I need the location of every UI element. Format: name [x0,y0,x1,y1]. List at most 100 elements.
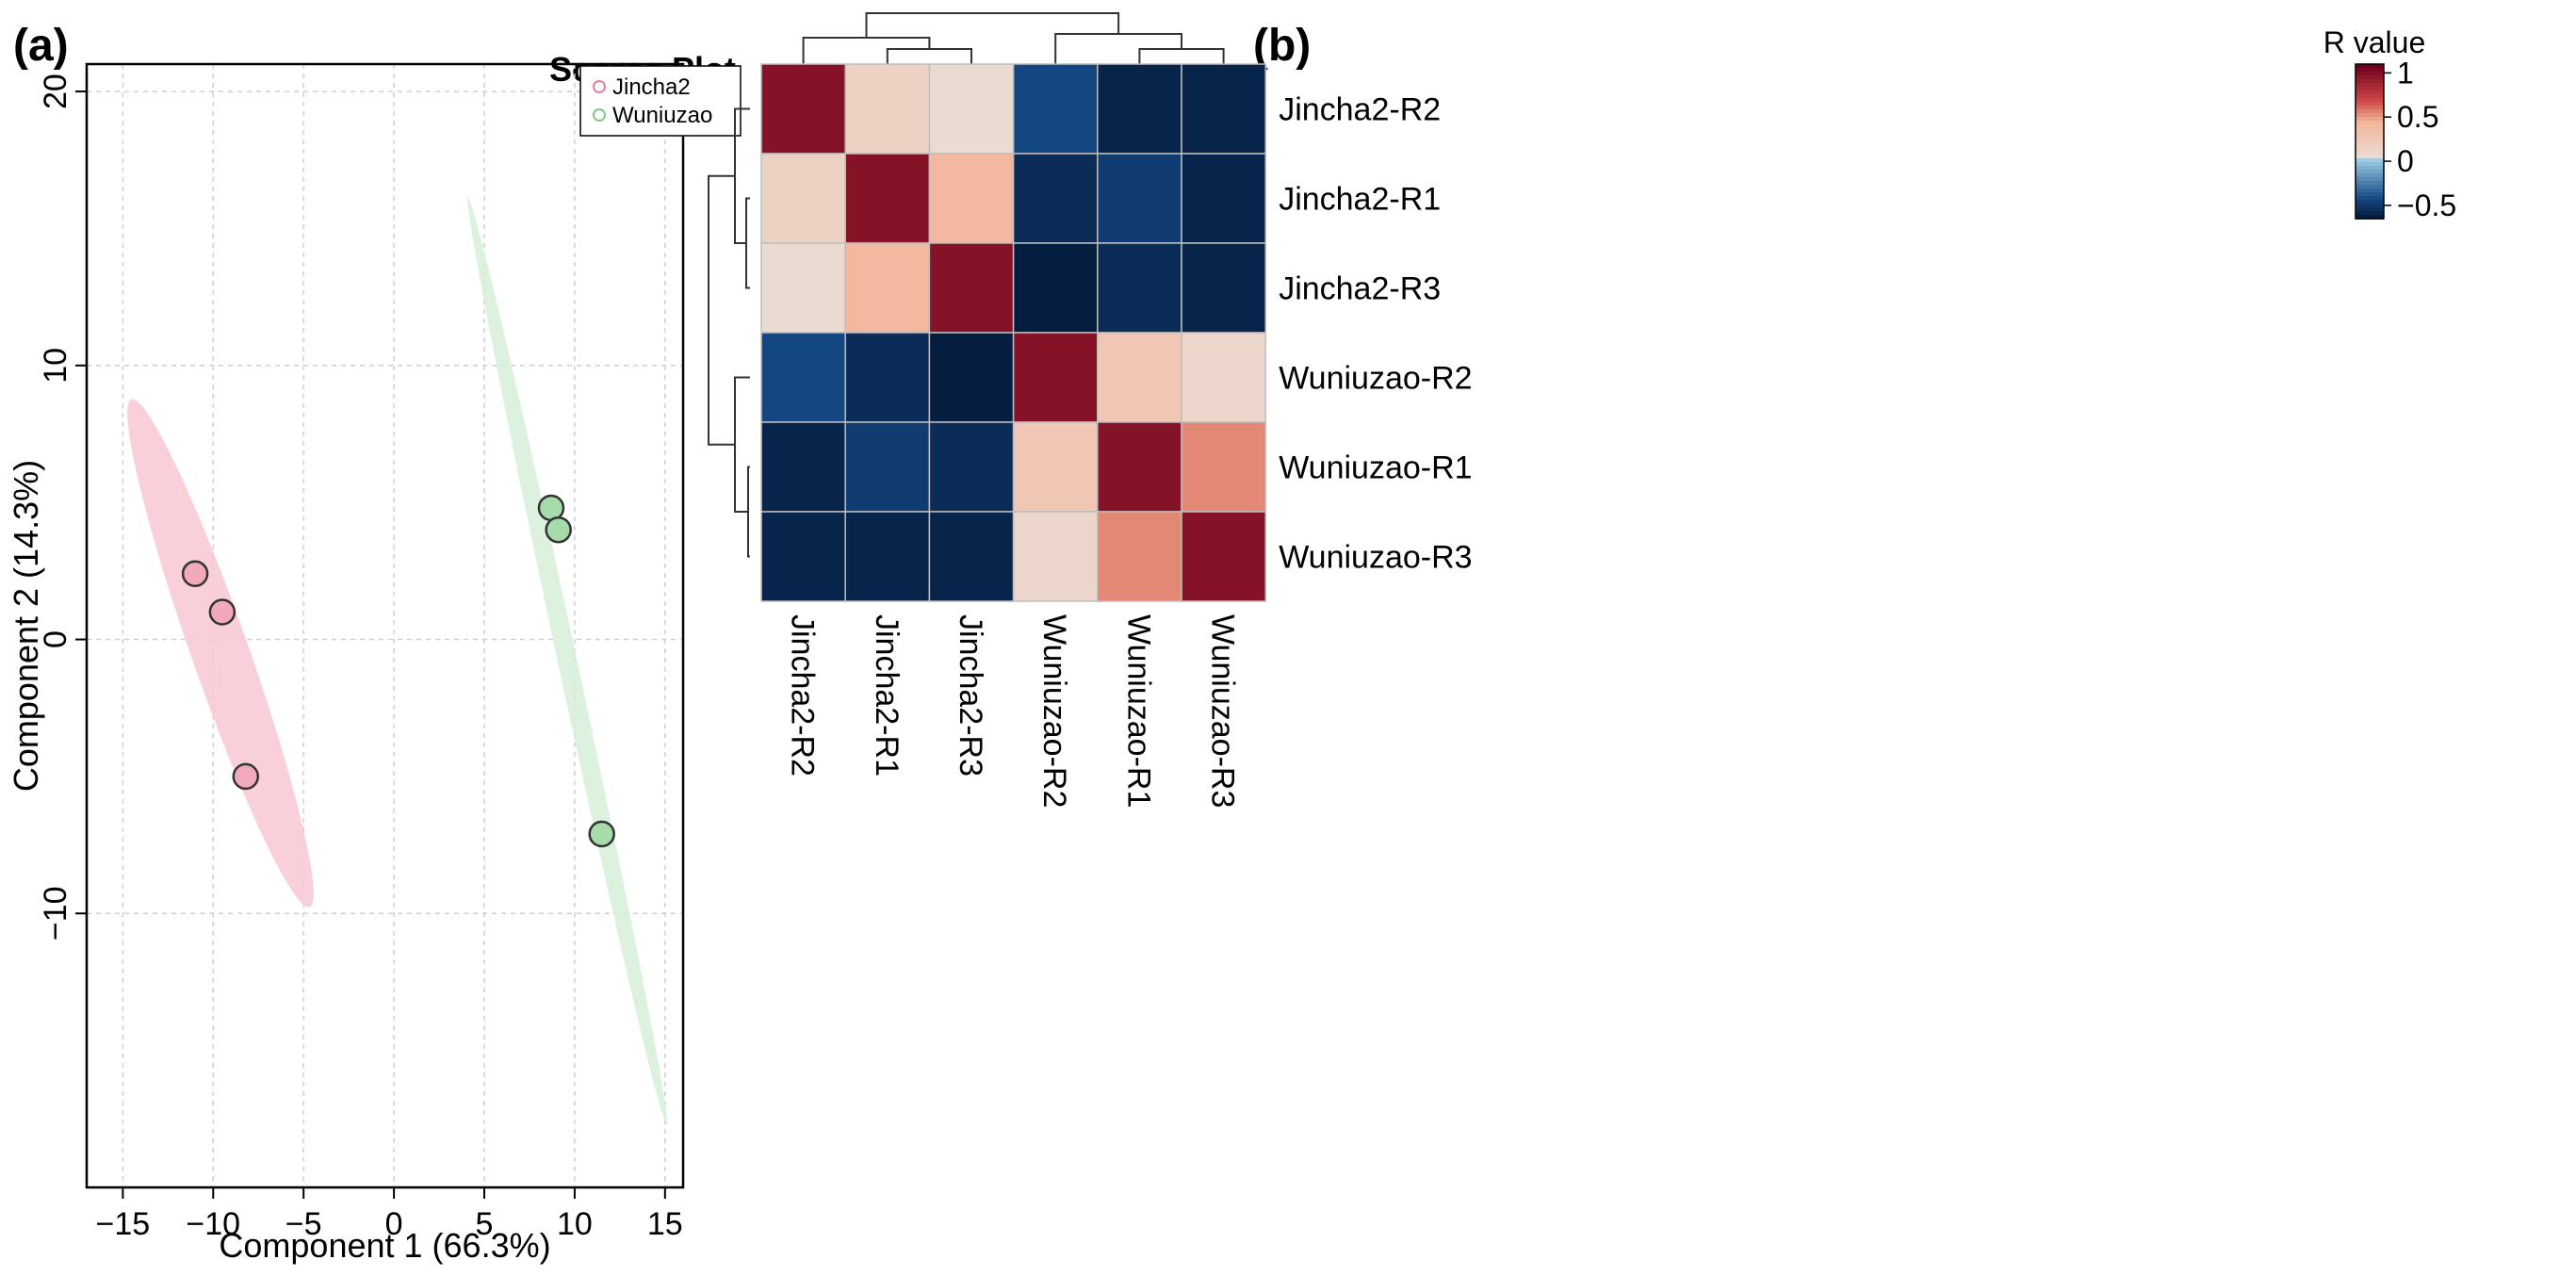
x-tick-label: −15 [96,1206,151,1242]
colorbar-segment [2356,211,2384,216]
heatmap-cell [844,242,931,334]
colorbar-segment [2356,139,2384,144]
dendro-link [708,174,735,446]
colorbar-segment [2356,64,2384,69]
x-axis-ticks: −15 −10 −5 0 5 10 15 [96,1187,683,1242]
colorbar-label: 1 [2397,56,2414,90]
data-point-jincha2 [232,762,260,791]
heatmap-cell [760,242,846,334]
heatmap-cell [760,511,846,602]
column-label: Wuniuzao-R3 [1205,614,1241,808]
row-labels: Jincha2-R2 Jincha2-R1 Jincha2-R3 Wuniuzao-R… [1279,92,1472,576]
heatmap-cell [928,242,1015,334]
colorbar-segment [2356,75,2384,80]
panel-b-label: (b) [1253,21,1311,71]
data-point-wuniuzao [545,515,572,544]
column-labels: Jincha2-R2 Jincha2-R1 Jincha2-R3 Wuniuzao-R… [785,614,1241,808]
x-tick-label: 10 [557,1206,593,1242]
heatmap-cell [760,421,846,513]
heatmap-cell [844,332,931,423]
y-axis-title: Component 2 (14.3%) [7,460,45,792]
legend: Jincha2 Wuniuzao [579,65,742,137]
dendrograms [708,12,1225,558]
heatmap-cell [1097,153,1182,244]
colorbar-segment [2356,143,2384,148]
heatmap-cell [1012,421,1099,513]
legend-label-jincha2: Jincha2 [612,74,691,100]
colorbar-segment [2356,94,2384,99]
row-label: Jincha2-R2 [1279,92,1441,128]
colorbar-segment [2356,155,2384,159]
heatmap-cell [1181,421,1266,513]
y-tick-label: −10 [38,886,73,941]
heatmap-cell [928,421,1015,513]
heatmap-cell [1097,332,1182,423]
colorbar-border [2355,63,2385,220]
data-point-wuniuzao [588,820,615,848]
x-axis-title: Component 1 (66.3%) [219,1226,550,1265]
heatmap-cell [1012,242,1099,334]
row-label: Jincha2-R3 [1279,271,1441,307]
heatmap-cell [1181,242,1266,334]
legend-box [579,65,742,137]
heatmap-cell [1097,242,1182,334]
row-label: Wuniuzao-R3 [1279,540,1472,576]
plot-frame [85,62,685,1189]
colorbar-segment [2356,177,2384,182]
heatmap-cell [1012,511,1099,602]
heatmap-cells [760,63,1266,602]
dendro-link [745,197,750,289]
heatmap-cell [928,153,1015,244]
row-label: Wuniuzao-R1 [1279,450,1472,486]
colorbar-segment [2356,90,2384,95]
heatmap-cell [1097,421,1182,513]
dendro-link [1138,48,1225,64]
y-axis-ticks: −10 0 10 20 [38,74,87,941]
colorbar-segment [2356,192,2384,197]
correlation-heatmap: Jincha2-R2 Jincha2-R1 Jincha2-R3 Wuniuzao-R… [708,12,2456,808]
column-label: Jincha2-R2 [785,614,821,777]
colorbar-segment [2356,79,2384,84]
colorbar-segment [2356,204,2384,208]
y-tick-label: 20 [38,74,73,109]
colorbar-label: −0.5 [2397,188,2456,222]
data-points [181,494,615,848]
row-label: Jincha2-R1 [1279,182,1441,218]
colorbar-segment [2356,102,2384,106]
colorbar-segment [2356,124,2384,129]
colorbar-segment [2356,113,2384,118]
dendro-link [802,37,931,64]
dendro-link [747,466,750,558]
colorbar-segment [2356,170,2384,174]
heatmap-cell [928,332,1015,423]
colorbar-segment [2356,215,2384,220]
colorbar-segment [2356,109,2384,114]
colorbar-segment [2356,128,2384,133]
colorbar-segment [2356,136,2384,140]
y-tick-label: 0 [38,630,73,648]
dendro-link [865,12,1120,38]
colorbar-segment [2356,158,2384,163]
colorbar-segment [2356,147,2384,152]
colorbar-segment [2356,200,2384,204]
colorbar: 1 0.5 0 −0.5 [2355,56,2456,222]
heatmap-cell [760,63,846,155]
confidence-ellipse-wuniuzao [467,197,668,1125]
colorbar-label: 0 [2397,144,2414,178]
colorbar-segment [2356,117,2384,122]
heatmap-cell [760,332,846,423]
x-tick-label: 5 [476,1206,494,1242]
colorbar-segment [2356,173,2384,178]
colorbar-segment [2356,87,2384,91]
legend-marker-jincha2 [593,80,606,93]
legend-label-wuniuzao: Wuniuzao [612,103,712,128]
colorbar-label: 0.5 [2397,100,2438,134]
column-label: Wuniuzao-R1 [1120,614,1156,808]
data-point-jincha2 [181,560,209,588]
colorbar-segment [2356,207,2384,212]
heatmap-cell [1097,63,1182,155]
x-tick-label: 0 [385,1206,403,1242]
heatmap-cell [1181,332,1266,423]
